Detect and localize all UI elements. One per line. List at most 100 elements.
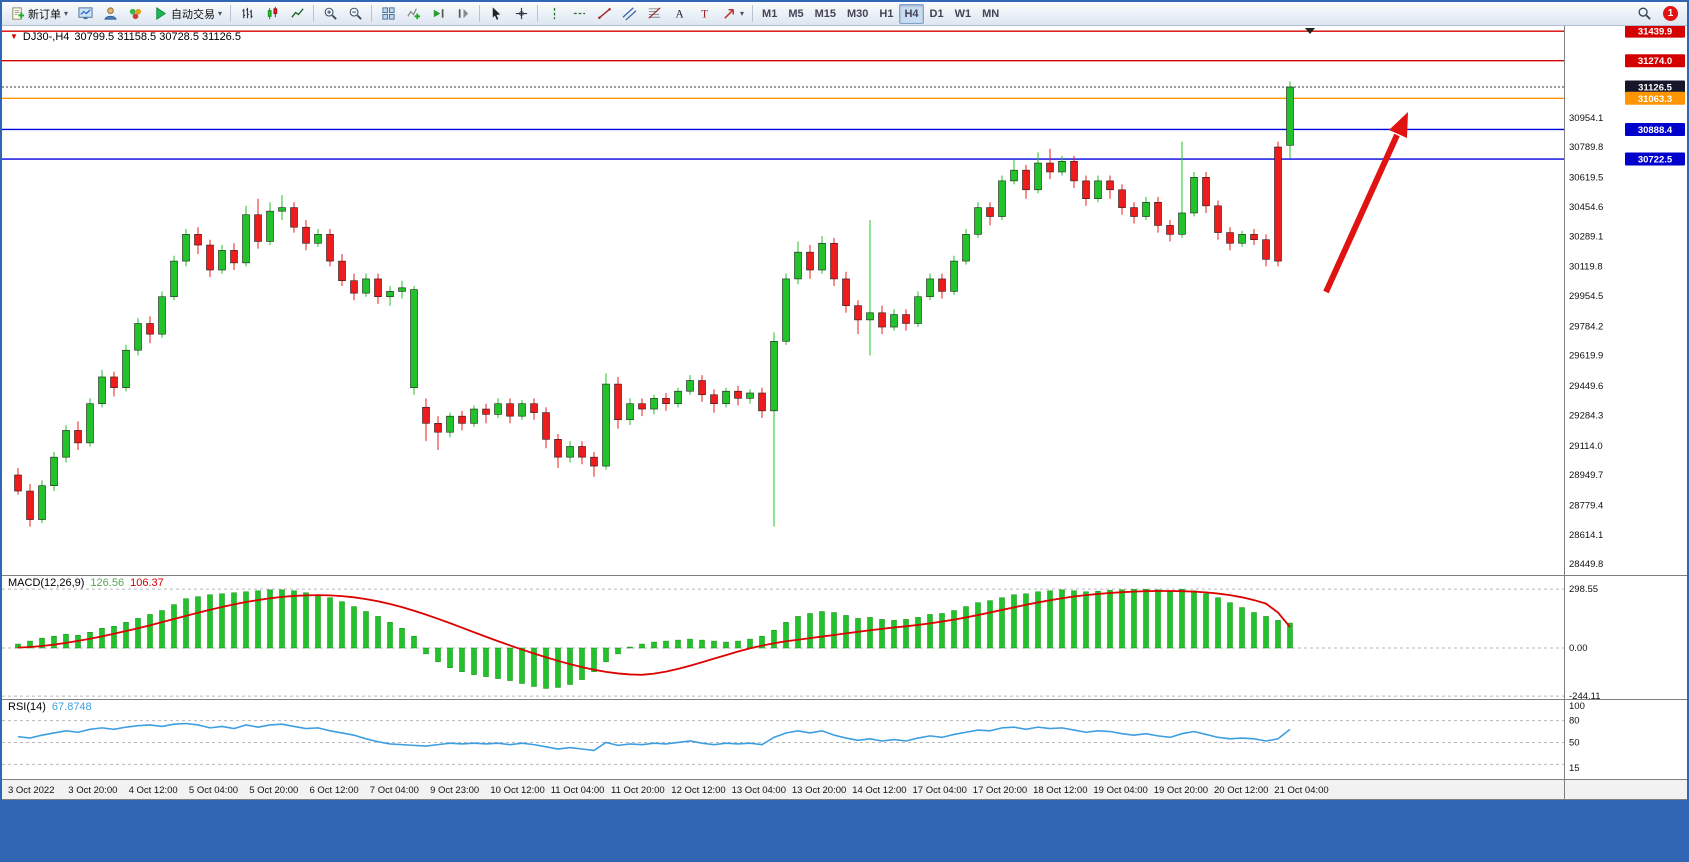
candle-body [734,390,742,399]
svg-text:T: T [701,9,708,21]
macd-bar [975,602,981,649]
timeframe-m1-button[interactable]: M1 [757,4,782,24]
timeframe-d1-button[interactable]: D1 [925,4,949,24]
time-axis-label: 14 Oct 12:00 [852,785,906,796]
profile-icon [102,6,118,22]
timeframe-w1-button[interactable]: W1 [950,4,977,24]
shapes-button[interactable]: ▾ [717,4,748,24]
chart-area[interactable]: 298.55 0.00 -244.11 100 80 50 15 30954.1 30789.8… [2,26,1687,860]
candle-body [938,278,946,292]
rsi-axis[interactable]: 100 80 50 15 [2,701,1585,774]
fibonacci-button[interactable] [642,4,666,24]
time-axis-label: 6 Oct 12:00 [310,785,359,796]
chart-shift-button[interactable] [451,4,475,24]
candle-body [818,242,826,271]
timeframe-h4-button[interactable]: H4 [899,3,924,24]
timeframe-m5-button[interactable]: M5 [783,4,808,24]
time-axis-label: 19 Oct 20:00 [1154,785,1208,796]
zoom-in-button[interactable] [318,4,342,24]
time-axis-label: 18 Oct 12:00 [1033,785,1087,796]
macd-bar [1239,607,1245,649]
macd-bar [1227,602,1233,649]
cursor-button[interactable] [484,4,508,24]
price-axis-label: 30454.6 [1569,202,1603,213]
arrow-annotation[interactable] [1323,112,1408,294]
candlestick-button[interactable] [260,4,284,24]
candle-body [638,403,646,410]
timeframe-mn-button[interactable]: MN [977,4,1004,24]
vertical-line-button[interactable] [542,4,566,24]
time-axis-strip[interactable] [2,779,1687,799]
macd-bar [567,647,573,685]
line-chart-button[interactable] [285,4,309,24]
tile-windows-button[interactable] [376,4,400,24]
candle-body [626,403,634,421]
timeframe-h1-button[interactable]: H1 [874,4,898,24]
rsi-axis-label: 15 [1569,763,1580,774]
candle-body [446,415,454,433]
price-axis-label: 29284.3 [1569,410,1603,421]
bar-chart-button[interactable] [235,4,259,24]
macd-bar [795,616,801,649]
autotrade-button[interactable]: 自动交易 ▾ [148,4,226,24]
candle-body [950,260,958,292]
candle-body [290,207,298,228]
price-axis-label: 30954.1 [1569,113,1603,124]
indicators-button[interactable] [401,4,425,24]
profile-button[interactable] [98,4,122,24]
macd-bar [51,635,57,649]
candle-body [1046,162,1054,173]
macd-axis[interactable]: 298.55 0.00 -244.11 [2,584,1601,702]
new-order-button[interactable]: 新订单 ▾ [5,4,72,24]
candle-body [14,474,22,492]
community-button[interactable] [123,4,147,24]
time-axis-label: 19 Oct 04:00 [1093,785,1147,796]
macd-signal-value: 106.37 [130,577,164,589]
charts-button[interactable] [73,4,97,24]
macd-bar [1011,594,1017,649]
price-axis-label: 30289.1 [1569,231,1603,242]
price-axis-label: 28614.1 [1569,530,1603,541]
timeframe-group: M1 M5 M15 M30 H1 H4 D1 W1 MN [757,3,1004,24]
search-button[interactable] [1632,4,1656,24]
price-axis-label: 29449.6 [1569,381,1603,392]
macd-bar [807,613,813,649]
text-button[interactable]: A [667,4,691,24]
time-axis[interactable]: 3 Oct 2022 3 Oct 20:00 4 Oct 12:00 5 Oct 04… [8,785,1329,796]
horizontal-line-button[interactable] [567,4,591,24]
macd-bar [15,643,21,649]
auto-scroll-button[interactable] [426,4,450,24]
candle-body [134,323,142,351]
macd-bar [531,647,537,687]
macd-bar [63,633,69,649]
macd-bar [375,616,381,649]
timeframe-m15-button[interactable]: M15 [810,4,841,24]
chart-background[interactable] [2,26,1687,799]
candle-body [542,412,550,440]
candle-body [1034,162,1042,191]
price-line-badge-value: 30888.4 [1638,125,1673,136]
timeframe-m30-button[interactable]: M30 [842,4,873,24]
price-axis[interactable]: 30954.1 30789.8 30619.5 30454.6 30289.1 30119… [1569,113,1603,570]
candle-body [746,392,754,399]
trendline-button[interactable] [592,4,616,24]
channel-button[interactable] [617,4,641,24]
macd-bar [1179,588,1185,649]
macd-bar [171,604,177,649]
candle-body [26,490,34,520]
macd-bar [867,617,873,649]
macd-bar [1155,589,1161,649]
macd-bar [639,643,645,649]
notification-badge[interactable]: 1 [1663,6,1678,21]
candle-body [674,390,682,404]
candle-body [1286,86,1294,146]
crosshair-button[interactable] [509,4,533,24]
macd-bar [1047,590,1053,649]
toolbar-separator [752,5,754,22]
label-button[interactable]: T [692,4,716,24]
zoom-out-button[interactable] [343,4,367,24]
macd-bar [519,647,525,684]
new-order-label: 新订单 [28,8,61,21]
